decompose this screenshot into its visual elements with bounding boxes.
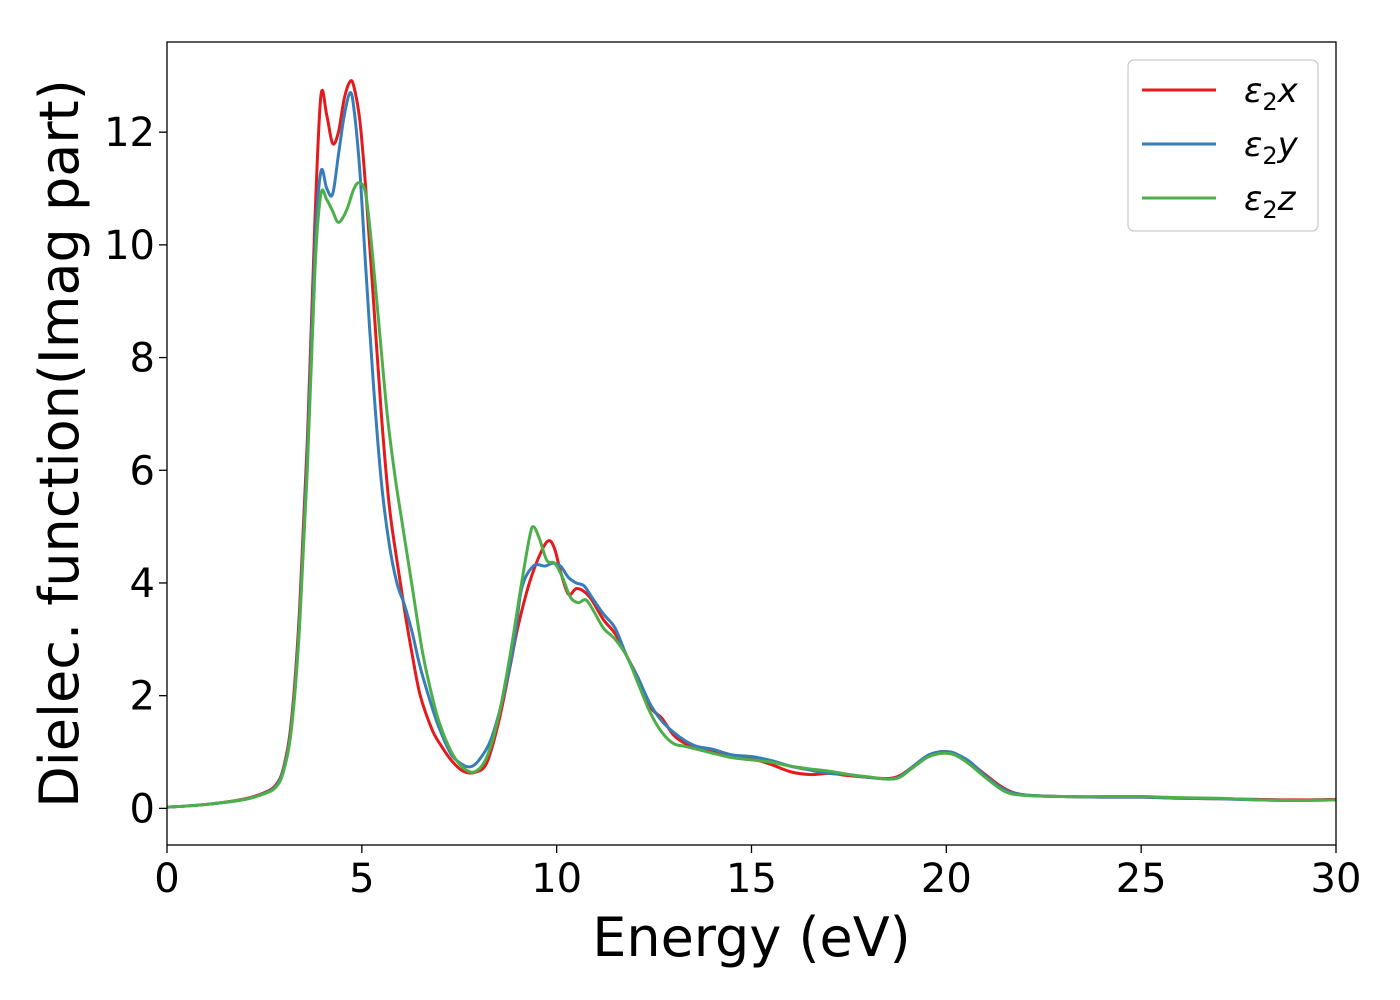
legend-subscript: 2 [1262,142,1277,170]
y-tick-label: 6 [130,448,155,494]
legend-label-y: ε2y [1244,125,1299,170]
legend-label-x: ε2x [1244,71,1299,116]
y-tick-label: 4 [130,561,155,607]
x-axis-ticks: 0 5 10 15 20 25 30 [154,845,1361,902]
x-tick-label: 25 [1116,856,1167,902]
y-tick-label: 8 [130,336,155,382]
y-axis-ticks: 0 2 4 6 8 10 12 [104,110,167,832]
y-tick-label: 10 [104,223,155,269]
legend-label-z: ε2z [1244,179,1297,224]
legend-subscript: 2 [1262,88,1277,116]
legend-component: z [1277,179,1297,219]
x-tick-label: 0 [154,856,179,902]
series-line-y [167,91,1336,809]
legend-symbol: ε [1244,71,1262,111]
x-tick-label: 5 [349,856,374,902]
x-tick-label: 10 [531,856,582,902]
legend-component: x [1277,71,1299,111]
legend-component: y [1277,125,1299,165]
x-tick-label: 20 [921,856,972,902]
legend-box [1127,59,1319,232]
y-tick-label: 0 [130,786,155,832]
legend-subscript: 2 [1262,196,1277,224]
x-tick-label: 30 [1311,856,1362,902]
y-tick-label: 2 [130,674,155,720]
y-axis-title: Dielec. function(Imag part) [28,79,91,808]
legend-symbol: ε [1244,179,1262,219]
series-line-z [167,181,1336,809]
x-axis-title: Energy (eV) [592,906,911,969]
y-tick-label: 12 [104,110,155,156]
x-tick-label: 15 [726,856,777,902]
legend-symbol: ε [1244,125,1262,165]
series-layer [167,79,1336,809]
